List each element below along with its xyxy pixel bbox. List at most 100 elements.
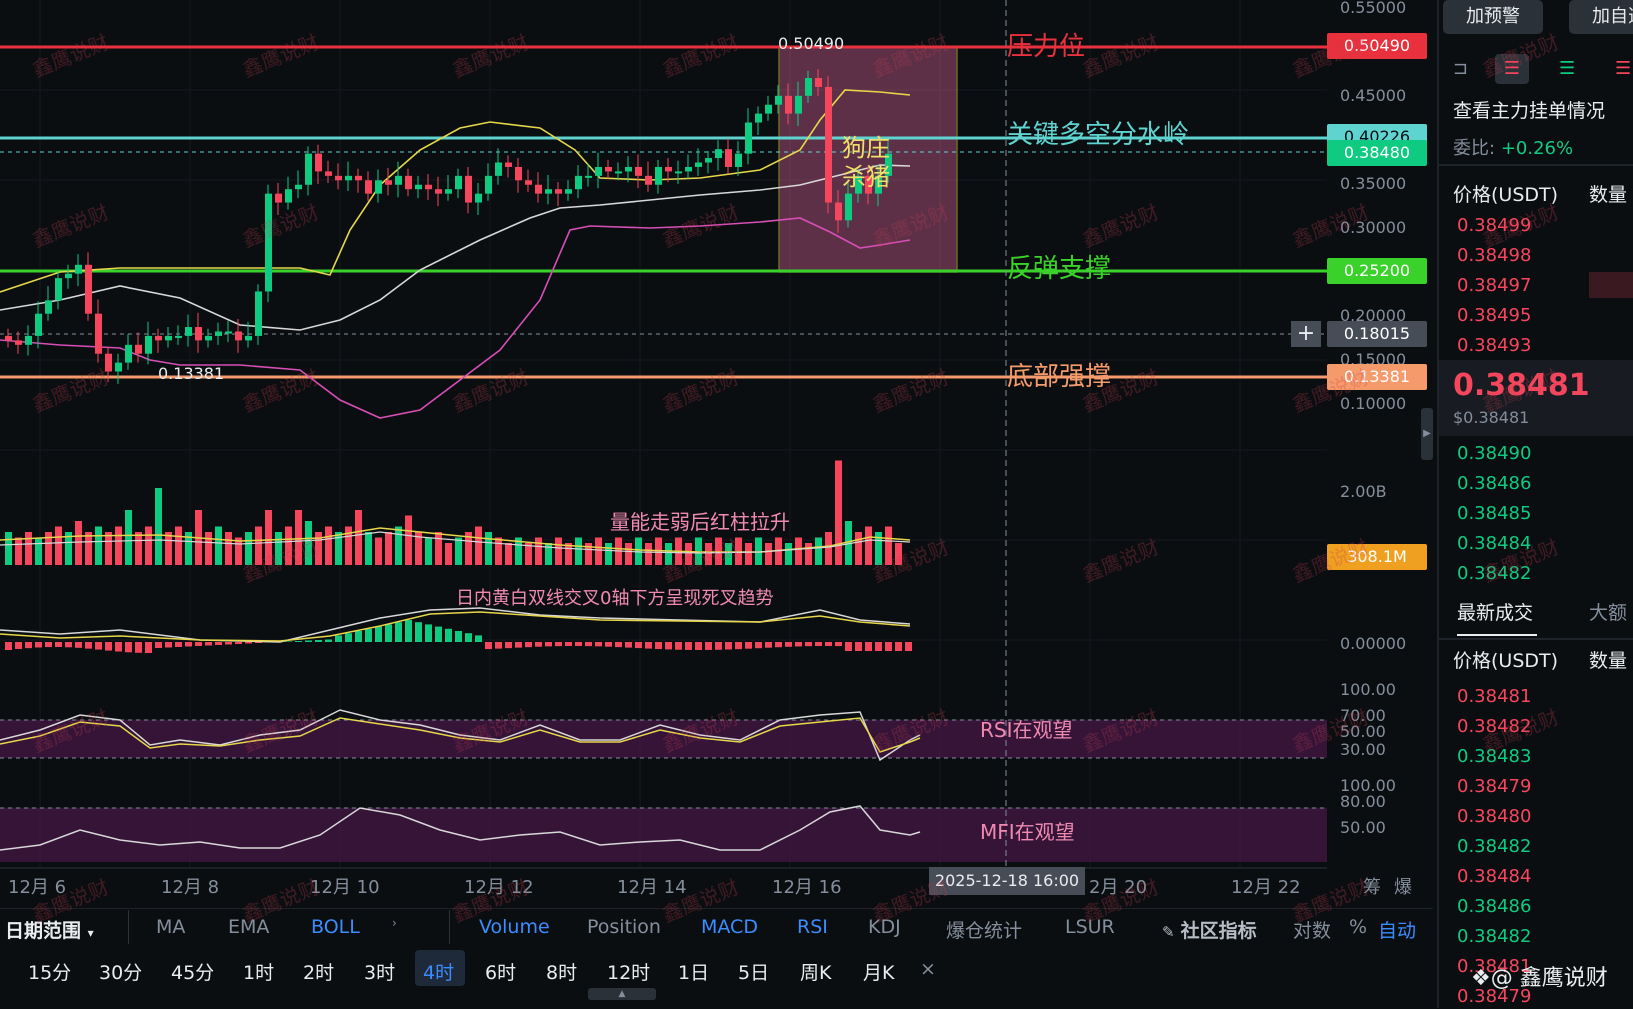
ask-row[interactable]: 0.38499: [1457, 215, 1532, 236]
macd-histogram-bar: [85, 642, 92, 649]
trade-row: 0.38484: [1457, 866, 1532, 887]
candle-body: [835, 202, 842, 221]
tf-1h[interactable]: 1时: [243, 962, 275, 984]
ask-row[interactable]: 0.38493: [1457, 335, 1532, 356]
candle-body: [455, 175, 462, 190]
tf-month[interactable]: 月K: [863, 962, 895, 984]
tf-2h[interactable]: 2时: [303, 962, 335, 984]
tf-12h[interactable]: 12时: [607, 962, 651, 984]
tf-8h[interactable]: 8时: [546, 962, 578, 984]
order-title: 查看主力挂单情况: [1453, 100, 1606, 122]
volume-bar: [685, 543, 692, 565]
corner-liq-label[interactable]: 爆: [1394, 877, 1412, 898]
candle-body: [575, 175, 582, 190]
bid-row[interactable]: 0.38490: [1457, 443, 1532, 464]
chart-canvas[interactable]: [0, 0, 1433, 908]
rsi-line-yellow: [0, 717, 921, 753]
auto-scale-toggle[interactable]: 自动: [1378, 920, 1417, 942]
volume-bar: [845, 521, 852, 565]
volume-bar: [105, 532, 112, 565]
indicator-ma[interactable]: MA: [156, 916, 186, 938]
tf-30m[interactable]: 30分: [99, 962, 143, 984]
volume-bar: [835, 460, 842, 565]
ask-row[interactable]: 0.38495: [1457, 305, 1532, 326]
rsi-tick: 100.00: [1340, 680, 1396, 699]
macd-histogram-bar: [235, 642, 242, 644]
log-scale-toggle[interactable]: 对数: [1293, 920, 1332, 942]
date-range-button[interactable]: 日期范围 ▾: [5, 916, 94, 943]
tf-1d[interactable]: 1日: [678, 962, 710, 984]
tf-45m[interactable]: 45分: [171, 962, 215, 984]
candle-body: [295, 184, 302, 190]
chart-area[interactable]: 0.50490 0.13381 压力位 关键多空分水岭 反弹支撑 底部强撑 狗庄…: [0, 0, 1433, 908]
trade-row: 0.38480: [1457, 806, 1532, 827]
macd-histogram-bar: [445, 628, 452, 642]
volume-tick: 2.00B: [1340, 482, 1387, 501]
expand-handle-icon[interactable]: ▲: [588, 988, 656, 1000]
candle-body: [15, 340, 22, 345]
tf-15m[interactable]: 15分: [28, 962, 72, 984]
macd-histogram-bar: [755, 642, 762, 649]
volume-bar: [355, 510, 362, 565]
macd-histogram-bar: [605, 642, 612, 647]
ask-row[interactable]: 0.38497: [1457, 275, 1532, 296]
trade-row: 0.38481: [1457, 686, 1532, 707]
order-book-view-icon[interactable]: ⊐: [1453, 58, 1469, 79]
collapse-handle-icon[interactable]: ▶: [1421, 408, 1433, 460]
tab-large-trades[interactable]: 大额: [1589, 602, 1628, 624]
add-alert-button[interactable]: 加预警: [1443, 0, 1543, 34]
rsi-tick: 30.00: [1340, 740, 1386, 759]
candle-body: [445, 189, 452, 194]
macd-histogram-bar: [785, 642, 792, 647]
macd-histogram-bar: [555, 642, 562, 647]
tf-3h[interactable]: 3时: [364, 962, 396, 984]
rsi-tick: 70.00: [1340, 706, 1386, 725]
volume-bar: [235, 537, 242, 565]
tf-week[interactable]: 周K: [800, 962, 832, 984]
order-book-asks-icon[interactable]: ☰: [1615, 58, 1632, 79]
tab-latest-trades[interactable]: 最新成交: [1457, 602, 1534, 624]
tf-4h[interactable]: 4时: [423, 962, 455, 984]
indicator-kdj[interactable]: KDJ: [868, 916, 901, 938]
chevron-right-icon[interactable]: ›: [392, 916, 397, 930]
indicator-position[interactable]: Position: [587, 916, 661, 938]
mfi-band: [0, 808, 1327, 862]
percent-scale-toggle[interactable]: %: [1349, 916, 1368, 938]
macd-histogram-bar: [845, 642, 852, 651]
macd-histogram-bar: [825, 642, 832, 647]
volume-bar: [425, 537, 432, 565]
bid-row[interactable]: 0.38485: [1457, 503, 1532, 524]
indicator-ema[interactable]: EMA: [228, 916, 270, 938]
bid-row[interactable]: 0.38484: [1457, 533, 1532, 554]
volume-bar: [5, 532, 12, 565]
bid-row[interactable]: 0.38486: [1457, 473, 1532, 494]
macd-histogram-bar: [255, 642, 262, 643]
volume-bar: [405, 515, 412, 565]
indicator-liquidation[interactable]: 爆仓统计: [946, 920, 1023, 942]
indicator-lsur[interactable]: LSUR: [1065, 916, 1115, 938]
tf-6h[interactable]: 6时: [485, 962, 517, 984]
bid-row[interactable]: 0.38482: [1457, 563, 1532, 584]
community-indicators-button[interactable]: ✎ 社区指标: [1162, 916, 1257, 943]
indicator-volume[interactable]: Volume: [479, 916, 550, 938]
volume-bar: [325, 526, 332, 565]
candle-body: [405, 175, 412, 190]
toolbar-divider: [449, 910, 450, 944]
tf-4h-active-bg: [415, 950, 465, 986]
add-watchlist-button[interactable]: 加自选: [1569, 0, 1633, 34]
indicator-boll[interactable]: BOLL: [311, 916, 360, 938]
order-book-bids-icon[interactable]: ☰: [1559, 58, 1576, 79]
indicator-rsi[interactable]: RSI: [797, 916, 828, 938]
indicator-macd[interactable]: MACD: [701, 916, 758, 938]
order-book-both-icon[interactable]: ☰: [1495, 54, 1529, 84]
candle-body: [745, 122, 752, 154]
tf-5d[interactable]: 5日: [738, 962, 770, 984]
panel-divider: [1439, 638, 1633, 640]
bottom-price-box: 0.13381: [1327, 364, 1427, 390]
price-tick: 0.55000: [1340, 0, 1407, 17]
corner-chip-label[interactable]: 筹: [1363, 877, 1381, 898]
ask-row[interactable]: 0.38498: [1457, 245, 1532, 266]
candle-body: [385, 180, 392, 185]
close-icon[interactable]: ×: [920, 958, 936, 980]
crosshair-plus-icon[interactable]: +: [1291, 321, 1321, 347]
